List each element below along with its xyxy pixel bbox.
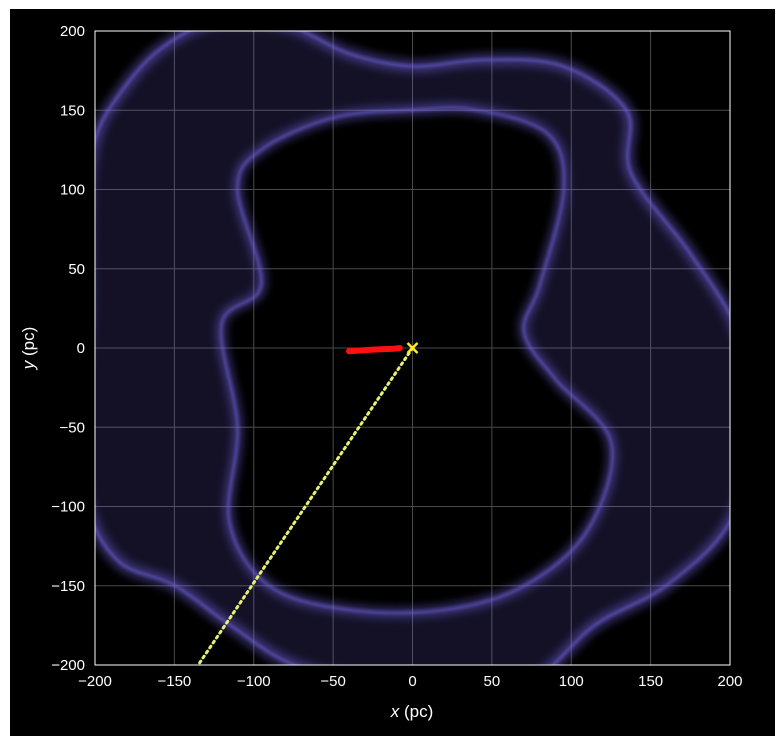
y-tick-label: 150: [60, 102, 85, 119]
x-axis-var: x: [390, 702, 400, 721]
y-tick-label: −150: [51, 578, 85, 595]
y-axis-label: y (pc): [19, 327, 38, 371]
x-tick-label: −150: [157, 673, 191, 690]
ring-outer-edge: [95, 31, 730, 665]
chart-frame: −200 −150 −100 −50 0 50 100 150 200 −200 −150 −100…: [10, 9, 775, 736]
y-tick-label: 0: [77, 340, 85, 357]
marker-stroke-b: [406, 342, 419, 354]
x-tick-label: 100: [559, 673, 584, 690]
y-tick-label: 50: [68, 261, 85, 278]
y-axis-var: y: [19, 359, 38, 370]
plot-area: [95, 31, 730, 665]
x-tick-label: 150: [638, 673, 663, 690]
y-tick-label: 100: [60, 182, 85, 199]
ring-band: [95, 31, 730, 665]
track-line: [346, 345, 403, 355]
x-tick-label: 50: [484, 673, 501, 690]
x-axis-label: x (pc): [390, 702, 434, 721]
plot-border: [94, 30, 731, 666]
x-tick-label: −100: [237, 673, 271, 690]
path-line: [196, 346, 414, 665]
y-tick-label: −50: [60, 419, 85, 436]
y-axis-unit: (pc): [19, 327, 38, 356]
x-tick-labels: −200 −150 −100 −50 0 50 100 150 200: [78, 673, 742, 690]
orbit-chart: −200 −150 −100 −50 0 50 100 150 200 −200 −150 −100…: [19, 23, 743, 721]
y-tick-labels: −200 −150 −100 −50 0 50 100 150 200: [51, 23, 85, 674]
y-tick-label: −200: [51, 657, 85, 674]
y-tick-label: −100: [51, 499, 85, 516]
x-tick-label: −50: [320, 673, 345, 690]
y-tick-label: 200: [60, 23, 85, 40]
sun-marker: [406, 342, 419, 354]
projected-path: [196, 346, 414, 665]
ring-inner-edge: [220, 107, 613, 614]
x-tick-label: 200: [717, 673, 742, 690]
x-tick-label: −200: [78, 673, 112, 690]
stellar-ring: [95, 31, 730, 665]
x-axis-unit: (pc): [404, 702, 433, 721]
x-tick-label: 0: [408, 673, 416, 690]
red-track: [346, 345, 403, 355]
